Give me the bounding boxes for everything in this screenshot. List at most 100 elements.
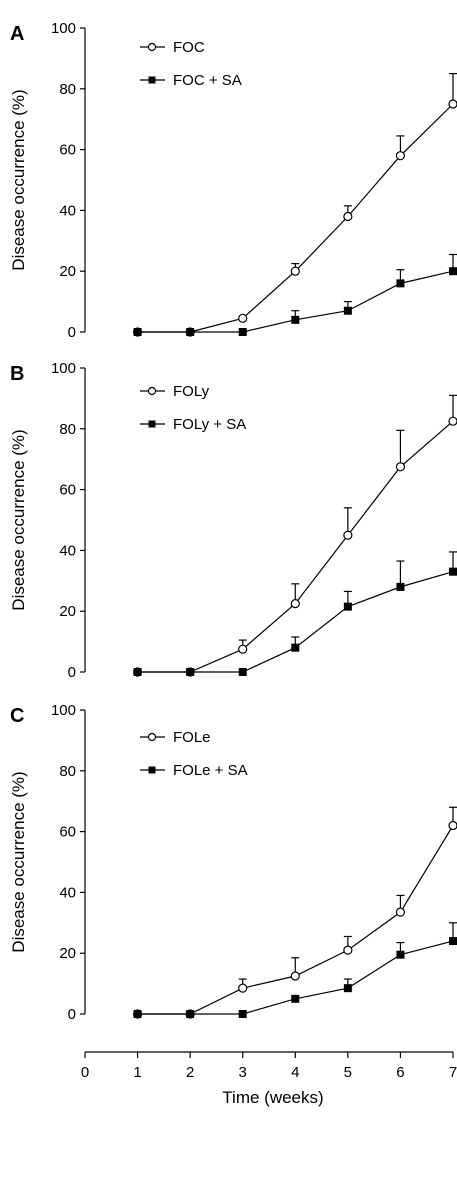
x-tick-label: 5 — [344, 1064, 352, 1081]
series-foc — [132, 72, 457, 337]
legend-marker — [147, 386, 157, 396]
data-point — [291, 994, 300, 1003]
legend-label: FOC + SA — [173, 72, 242, 89]
y-tick-label: 40 — [59, 202, 76, 219]
y-tick-label: 100 — [51, 20, 76, 37]
legend-marker — [147, 42, 157, 52]
data-point — [238, 644, 248, 654]
legend-label: FOC — [173, 39, 205, 56]
y-tick-label: 60 — [59, 824, 76, 841]
legend-label: FOLe + SA — [173, 762, 248, 779]
series-line — [137, 103, 454, 333]
panel-b: B 0 20 40 60 80 100 Disease occurrence (%) FOLy F… — [9, 360, 457, 681]
panel-a: A 0 20 40 60 80 100 Disease occurrence (%) FOC FO… — [9, 20, 457, 341]
legend-marker — [148, 420, 156, 428]
y-tick-label: 100 — [51, 360, 76, 377]
y-tick-label: 40 — [59, 884, 76, 901]
x-tick-label: 2 — [186, 1064, 194, 1081]
data-point — [448, 99, 457, 109]
data-point — [291, 315, 300, 324]
panel-letter: C — [10, 705, 24, 727]
data-point — [290, 598, 300, 609]
data-point — [238, 983, 248, 993]
legend-label: FOLy — [173, 383, 210, 400]
legend-label: FOLy + SA — [173, 416, 246, 433]
data-point — [396, 279, 405, 288]
y-tick-label: 0 — [68, 1006, 76, 1023]
legend-marker — [148, 76, 156, 84]
legend-item: FOLy — [140, 383, 210, 400]
x-tick-label: 6 — [396, 1064, 404, 1081]
series-line — [137, 825, 454, 1015]
data-point — [343, 306, 352, 315]
data-point — [186, 328, 195, 336]
data-point — [290, 266, 300, 276]
y-tick-label: 40 — [59, 542, 76, 559]
legend-marker — [147, 732, 157, 742]
data-point — [238, 668, 247, 676]
y-tick-label: 20 — [59, 603, 76, 620]
y-tick-label: 60 — [59, 142, 76, 159]
legend-label: FOLe — [173, 729, 211, 746]
data-point — [186, 668, 195, 676]
legend-item: FOLe — [140, 729, 211, 746]
y-tick-label: 0 — [68, 664, 76, 681]
x-axis-title: Time (weeks) — [222, 1088, 323, 1107]
legend-item: FOC — [140, 39, 205, 56]
data-point — [133, 668, 142, 676]
panel-letter: B — [10, 363, 24, 385]
data-point — [449, 567, 457, 576]
x-axis: 0 1 2 3 4 5 6 7 Time (weeks) — [81, 1051, 457, 1107]
data-point — [396, 950, 405, 959]
series-line — [137, 420, 454, 673]
y-tick-label: 60 — [59, 482, 76, 499]
data-point — [395, 907, 406, 917]
data-point — [291, 643, 300, 652]
data-point — [343, 602, 352, 611]
y-axis-title: Disease occurrence (%) — [9, 429, 28, 610]
y-tick-label: 100 — [51, 702, 76, 719]
series-foly — [132, 394, 457, 677]
data-point — [133, 328, 142, 336]
series-fole — [132, 806, 457, 1019]
y-tick-label: 80 — [59, 81, 76, 98]
x-tick-label: 3 — [239, 1064, 247, 1081]
panel-c: C 0 20 40 60 80 100 Disease occurrence (%) FOLe F… — [9, 702, 457, 1023]
data-point — [448, 416, 457, 426]
data-point — [395, 151, 406, 161]
series-foly-sa — [133, 551, 457, 676]
data-point — [395, 462, 406, 472]
x-tick-label: 7 — [449, 1064, 457, 1081]
data-point — [343, 530, 353, 540]
y-tick-label: 20 — [59, 945, 76, 962]
data-point — [238, 313, 248, 323]
data-point — [238, 1010, 247, 1018]
data-point — [186, 1010, 195, 1018]
series-foc-sa — [133, 253, 457, 336]
data-point — [449, 937, 457, 946]
y-axis-title: Disease occurrence (%) — [9, 771, 28, 952]
legend-item: FOC + SA — [140, 72, 242, 89]
legend-item: FOLe + SA — [140, 762, 248, 779]
legend-item: FOLy + SA — [140, 416, 246, 433]
y-tick-label: 80 — [59, 421, 76, 438]
x-tick-label: 4 — [291, 1064, 299, 1081]
data-point — [396, 582, 405, 591]
data-point — [343, 945, 353, 955]
y-axis-title: Disease occurrence (%) — [9, 89, 28, 270]
y-tick-label: 20 — [59, 263, 76, 280]
data-point — [290, 971, 300, 981]
x-tick-label: 0 — [81, 1064, 89, 1081]
legend-marker — [148, 766, 156, 774]
y-tick-label: 0 — [68, 324, 76, 341]
x-tick-label: 1 — [133, 1064, 141, 1081]
data-point — [449, 267, 457, 276]
y-tick-label: 80 — [59, 763, 76, 780]
data-point — [448, 820, 457, 831]
data-point — [133, 1010, 142, 1018]
data-point — [238, 328, 247, 336]
panel-letter: A — [10, 23, 24, 45]
series-fole-sa — [133, 922, 457, 1018]
data-point — [343, 984, 352, 993]
